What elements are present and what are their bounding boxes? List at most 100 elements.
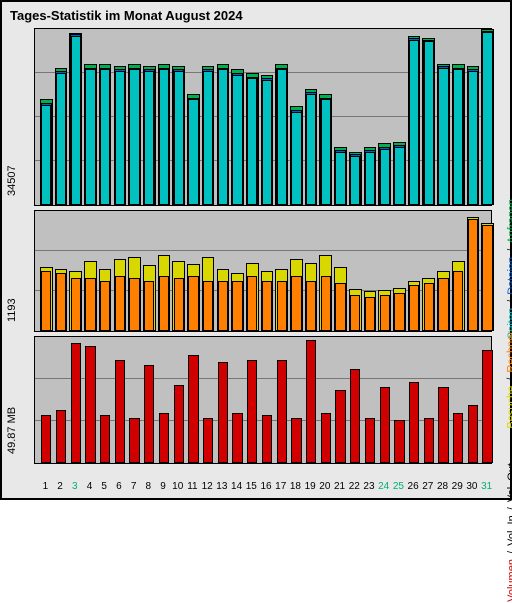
bar: [350, 369, 360, 464]
bar: [438, 387, 448, 463]
day-group: [274, 29, 289, 205]
bar: [100, 69, 110, 205]
day-group: [54, 211, 69, 331]
x-label: 29: [452, 481, 463, 492]
day-group: [436, 337, 451, 463]
x-label: 9: [160, 481, 166, 492]
day-group: [201, 211, 216, 331]
bar: [394, 293, 404, 331]
bar: [218, 281, 228, 331]
bar: [56, 410, 66, 463]
x-label: 11: [187, 481, 197, 492]
bar: [380, 149, 390, 205]
bar: [453, 413, 463, 463]
day-group: [113, 211, 128, 331]
day-group: [451, 29, 466, 205]
legend-item: Vol. In: [506, 514, 512, 547]
bar: [174, 278, 184, 331]
day-group: [289, 29, 304, 205]
x-label: 12: [202, 481, 213, 492]
day-group: [480, 211, 495, 331]
day-group: [98, 211, 113, 331]
bar: [409, 40, 419, 205]
day-group: [363, 29, 378, 205]
day-group: [127, 29, 142, 205]
legend-item: Vol. Out: [506, 462, 512, 503]
day-group: [407, 337, 422, 463]
day-group: [318, 211, 333, 331]
day-group: [54, 337, 69, 463]
day-group: [245, 337, 260, 463]
bar: [350, 295, 360, 331]
bar: [232, 281, 242, 331]
day-group: [318, 337, 333, 463]
bar: [380, 387, 390, 463]
bar: [424, 418, 434, 463]
day-group: [480, 29, 495, 205]
x-axis-labels: 1234567891011121314151617181920212223242…: [38, 478, 486, 492]
legend-item: Besuche: [506, 385, 512, 430]
panel-bottom: [34, 336, 492, 464]
bar: [232, 75, 242, 205]
bar: [409, 382, 419, 463]
bar: [71, 343, 81, 463]
bar: [321, 99, 331, 205]
day-group: [392, 337, 407, 463]
day-group: [421, 211, 436, 331]
day-group: [83, 211, 98, 331]
day-group: [157, 211, 172, 331]
x-label: 3: [72, 481, 78, 492]
bar: [291, 112, 301, 205]
x-label: 17: [275, 481, 286, 492]
day-group: [318, 29, 333, 205]
bar: [335, 283, 345, 331]
x-label: 13: [216, 481, 227, 492]
bar: [291, 418, 301, 463]
bar: [482, 350, 492, 463]
bar: [482, 32, 492, 205]
day-group: [466, 337, 481, 463]
day-group: [466, 29, 481, 205]
legend-item: Dateien: [506, 256, 512, 296]
x-label: 14: [231, 481, 242, 492]
legend-item: Anfragen: [506, 198, 512, 245]
day-group: [260, 29, 275, 205]
bar: [188, 276, 198, 331]
day-group: [186, 211, 201, 331]
day-group: [304, 29, 319, 205]
bar: [247, 360, 257, 463]
bar: [56, 273, 66, 331]
bar: [144, 281, 154, 331]
x-label: 22: [349, 481, 360, 492]
bar: [306, 281, 316, 331]
x-label: 28: [437, 481, 448, 492]
day-group: [421, 29, 436, 205]
bar: [468, 405, 478, 463]
bar: [203, 418, 213, 463]
day-group: [392, 211, 407, 331]
bar: [203, 71, 213, 205]
y-axis-label: 1193: [6, 298, 18, 322]
x-label: 23: [363, 481, 374, 492]
day-group: [377, 337, 392, 463]
day-group: [230, 211, 245, 331]
bar: [409, 285, 419, 331]
day-group: [171, 211, 186, 331]
bar: [424, 283, 434, 331]
day-group: [392, 29, 407, 205]
bar: [394, 420, 404, 463]
page-title: Tages-Statistik im Monat August 2024: [10, 8, 243, 23]
day-group: [171, 29, 186, 205]
bar: [129, 69, 139, 205]
bar: [144, 365, 154, 463]
day-group: [230, 337, 245, 463]
day-group: [171, 337, 186, 463]
day-group: [333, 29, 348, 205]
bar: [277, 69, 287, 205]
x-label: 18: [290, 481, 301, 492]
x-label: 8: [146, 481, 152, 492]
bar: [453, 69, 463, 205]
day-group: [157, 337, 172, 463]
bar: [188, 99, 198, 205]
day-group: [348, 211, 363, 331]
